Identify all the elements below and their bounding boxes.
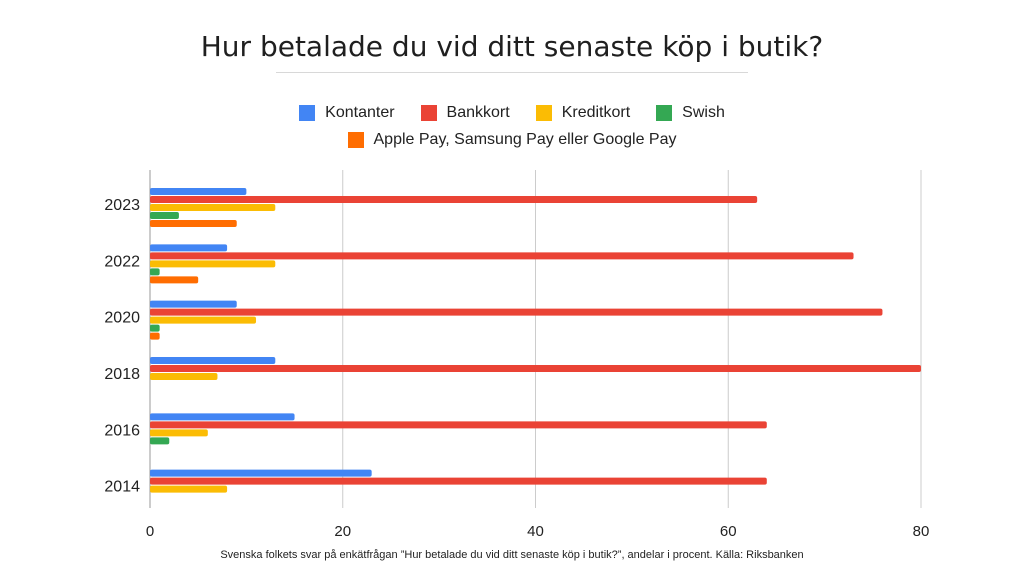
y-tick-label-2014: 2014 (104, 479, 140, 496)
y-tick-label-2022: 2022 (104, 253, 140, 270)
legend-item-mobile-pay: Apple Pay, Samsung Pay eller Google Pay (347, 131, 677, 149)
bar-2016-swish (150, 437, 170, 445)
y-tick-label-2018: 2018 (104, 366, 140, 383)
legend-label-mobile-pay: Apple Pay, Samsung Pay eller Google Pay (373, 131, 677, 148)
y-tick-label-2023: 2023 (104, 197, 140, 214)
legend-row-1: Kontanter Bankkort Kreditkort Swish (0, 104, 1024, 122)
x-tick-label-0: 0 (146, 523, 154, 540)
x-tick-label-60: 60 (720, 523, 737, 540)
bar-2020-apple-pay (150, 332, 160, 340)
legend-swatch-kreditkort (535, 105, 552, 121)
title-divider (276, 72, 748, 73)
legend-item-swish: Swish (656, 104, 725, 122)
y-tick-label-2016: 2016 (104, 422, 140, 439)
footnote: Svenska folkets svar på enkätfrågan ”Hur… (220, 549, 804, 561)
legend-label-swish: Swish (682, 104, 725, 121)
bar-2020-kreditkort (150, 316, 257, 324)
legend-swatch-bankkort (420, 105, 437, 121)
bar-2023-kontanter (150, 188, 247, 195)
bar-2020-kontanter (150, 300, 237, 308)
bar-2016-kreditkort (150, 429, 208, 437)
bar-2023-kreditkort (150, 204, 276, 211)
x-tick-label-80: 80 (913, 523, 930, 540)
bar-2023-bankkort (150, 196, 758, 203)
x-tick-label-20: 20 (334, 523, 351, 540)
bar-2018-kreditkort (150, 373, 218, 380)
bar-2022-kontanter (150, 244, 228, 252)
bar-2023-apple-pay (150, 220, 237, 227)
legend-swatch-swish (656, 105, 673, 121)
chart-title: Hur betalade du vid ditt senaste köp i b… (200, 30, 824, 63)
legend-row-2: Apple Pay, Samsung Pay eller Google Pay (0, 131, 1024, 149)
bar-2023-swish (150, 212, 179, 219)
bar-2020-bankkort (150, 308, 883, 316)
legend-item-bankkort: Bankkort (420, 104, 510, 122)
legend-swatch-kontanter (299, 105, 316, 121)
legend: Kontanter Bankkort Kreditkort Swish Appl… (0, 104, 1024, 158)
legend-item-kontanter: Kontanter (299, 104, 395, 122)
bar-2018-kontanter (150, 357, 276, 364)
legend-label-kreditkort: Kreditkort (561, 104, 631, 121)
bar-2016-kontanter (150, 413, 295, 421)
bar-2014-kontanter (150, 469, 372, 477)
legend-item-kreditkort: Kreditkort (535, 104, 631, 122)
x-tick-label-40: 40 (527, 523, 544, 540)
bar-2022-kreditkort (150, 260, 276, 268)
bar-2018-bankkort (150, 365, 921, 372)
bar-2014-bankkort (150, 477, 767, 485)
legend-label-kontanter: Kontanter (325, 104, 395, 121)
bar-2016-bankkort (150, 421, 767, 429)
bar-2022-bankkort (150, 252, 854, 260)
bar-2014-kreditkort (150, 485, 228, 493)
legend-swatch-mobile-pay (347, 132, 364, 148)
legend-label-bankkort: Bankkort (446, 104, 510, 121)
y-tick-label-2020: 2020 (104, 310, 140, 327)
bar-2020-swish (150, 324, 160, 332)
bar-2022-swish (150, 268, 160, 276)
bar-2022-apple-pay (150, 276, 199, 284)
